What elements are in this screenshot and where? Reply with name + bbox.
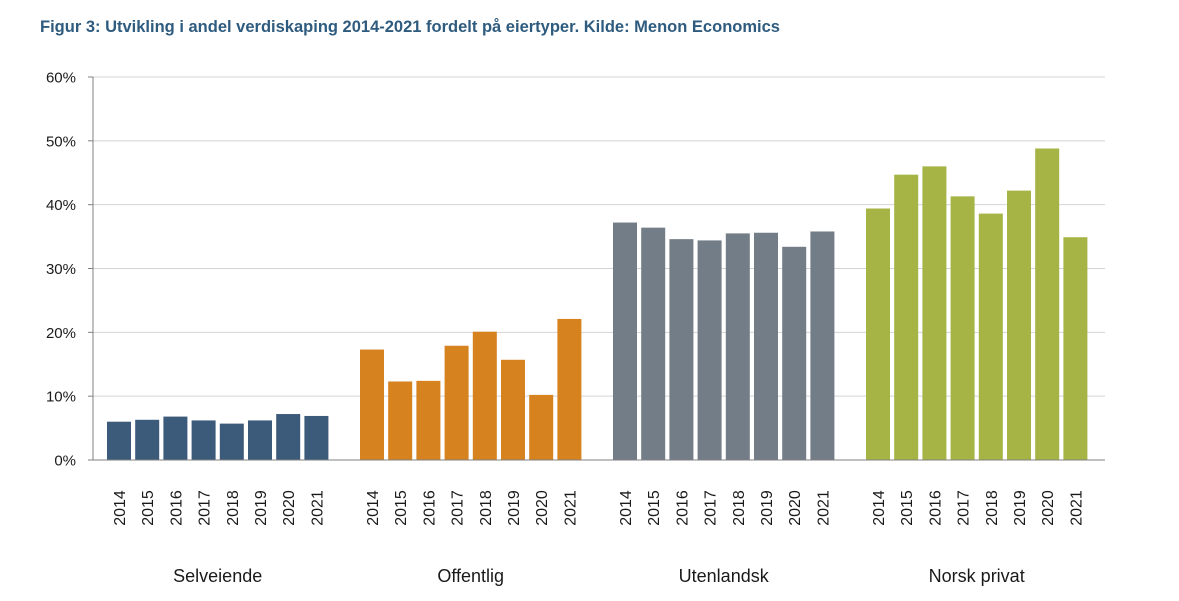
bar-norsk-privat-2014 bbox=[866, 208, 890, 460]
x-tick-label-year: 2014 bbox=[112, 490, 129, 526]
bar-offentlig-2014 bbox=[360, 349, 384, 460]
x-tick-label-year: 2017 bbox=[703, 490, 720, 526]
bar-offentlig-2015 bbox=[388, 381, 413, 460]
bar-offentlig-2019 bbox=[501, 359, 525, 460]
bar-utenlandsk-2015 bbox=[641, 227, 666, 460]
y-axis-ticks: 0% 10% 20% 30% 40% 50% 60% bbox=[46, 70, 76, 470]
x-tick-label-year: 2015 bbox=[393, 490, 410, 526]
x-axis-year-labels: 2014 2015 2016 2017 2018 2019 2020 2021 2014 2015… bbox=[112, 490, 1085, 526]
bar-utenlandsk-2017 bbox=[697, 240, 722, 460]
y-tick-label: 10% bbox=[46, 389, 76, 406]
bar-norsk-privat-2018 bbox=[978, 213, 1003, 460]
x-tick-label-year: 2019 bbox=[506, 490, 523, 526]
x-tick-label-year: 2019 bbox=[1012, 490, 1029, 526]
x-tick-label-year: 2014 bbox=[618, 490, 635, 526]
bar-norsk-privat-2015 bbox=[894, 174, 919, 461]
group-label-norsk-privat: Norsk privat bbox=[929, 566, 1025, 586]
group-label-utenlandsk: Utenlandsk bbox=[679, 566, 770, 586]
x-tick-label-year: 2017 bbox=[450, 490, 467, 526]
x-tick-label-year: 2015 bbox=[899, 490, 916, 526]
bar-utenlandsk-2021 bbox=[810, 231, 835, 460]
bar-utenlandsk-2016 bbox=[669, 239, 694, 460]
x-tick-label-year: 2015 bbox=[646, 490, 663, 526]
axes bbox=[88, 76, 1105, 461]
bar-selveiende-2015 bbox=[135, 419, 160, 460]
bar-norsk-privat-2021 bbox=[1063, 237, 1088, 460]
bar-offentlig-2017 bbox=[444, 345, 469, 460]
y-tick-label: 0% bbox=[54, 453, 76, 470]
x-tick-label-year: 2016 bbox=[927, 490, 944, 526]
x-tick-label-year: 2021 bbox=[309, 490, 326, 526]
x-tick-label-year: 2015 bbox=[140, 490, 157, 526]
y-tick-label: 20% bbox=[46, 325, 76, 342]
bar-offentlig-2018 bbox=[472, 331, 497, 460]
bar-utenlandsk-2014 bbox=[613, 222, 637, 460]
x-tick-label-year: 2014 bbox=[365, 490, 382, 526]
group-label-selveiende: Selveiende bbox=[173, 566, 262, 586]
bar-utenlandsk-2020 bbox=[782, 246, 807, 460]
bars bbox=[107, 148, 1088, 461]
bar-selveiende-2018 bbox=[219, 423, 244, 460]
x-tick-label-year: 2016 bbox=[168, 490, 185, 526]
x-tick-label-year: 2019 bbox=[253, 490, 270, 526]
bar-selveiende-2020 bbox=[276, 414, 301, 460]
y-tick-label: 40% bbox=[46, 197, 76, 214]
x-tick-label-year: 2021 bbox=[815, 490, 832, 526]
y-tick-label: 60% bbox=[46, 70, 76, 87]
group-label-offentlig: Offentlig bbox=[437, 566, 504, 586]
x-tick-label-year: 2017 bbox=[197, 490, 214, 526]
x-tick-label-year: 2020 bbox=[1040, 490, 1057, 526]
x-tick-label-year: 2020 bbox=[787, 490, 804, 526]
x-tick-label-year: 2016 bbox=[674, 490, 691, 526]
x-tick-label-year: 2020 bbox=[534, 490, 551, 526]
bar-selveiende-2021 bbox=[304, 415, 329, 460]
bar-selveiende-2016 bbox=[163, 416, 188, 460]
x-tick-label-year: 2014 bbox=[871, 490, 888, 526]
x-tick-label-year: 2018 bbox=[478, 490, 495, 526]
bar-selveiende-2017 bbox=[191, 420, 216, 460]
bar-utenlandsk-2019 bbox=[754, 232, 778, 460]
bar-norsk-privat-2020 bbox=[1035, 148, 1060, 460]
figure-caption: Figur 3: Utvikling i andel verdiskaping … bbox=[40, 18, 780, 36]
x-tick-label-year: 2017 bbox=[956, 490, 973, 526]
x-axis-group-labels: Selveiende Offentlig Utenlandsk Norsk priva… bbox=[173, 566, 1025, 586]
x-tick-label-year: 2018 bbox=[984, 490, 1001, 526]
x-tick-label-year: 2021 bbox=[1068, 490, 1085, 526]
bar-offentlig-2020 bbox=[529, 394, 554, 460]
x-tick-label-year: 2019 bbox=[759, 490, 776, 526]
bar-norsk-privat-2017 bbox=[950, 196, 975, 460]
bar-selveiende-2014 bbox=[107, 421, 131, 460]
bar-norsk-privat-2019 bbox=[1007, 190, 1031, 460]
y-tick-label: 30% bbox=[46, 261, 76, 278]
x-tick-label-year: 2018 bbox=[225, 490, 242, 526]
x-tick-label-year: 2018 bbox=[731, 490, 748, 526]
x-tick-label-year: 2021 bbox=[562, 490, 579, 526]
x-tick-label-year: 2020 bbox=[281, 490, 298, 526]
bar-utenlandsk-2018 bbox=[725, 233, 750, 460]
bar-offentlig-2021 bbox=[557, 318, 582, 460]
y-tick-label: 50% bbox=[46, 133, 76, 150]
bar-selveiende-2019 bbox=[248, 420, 272, 460]
bar-norsk-privat-2016 bbox=[922, 166, 947, 460]
x-tick-label-year: 2016 bbox=[421, 490, 438, 526]
bar-offentlig-2016 bbox=[416, 380, 441, 460]
